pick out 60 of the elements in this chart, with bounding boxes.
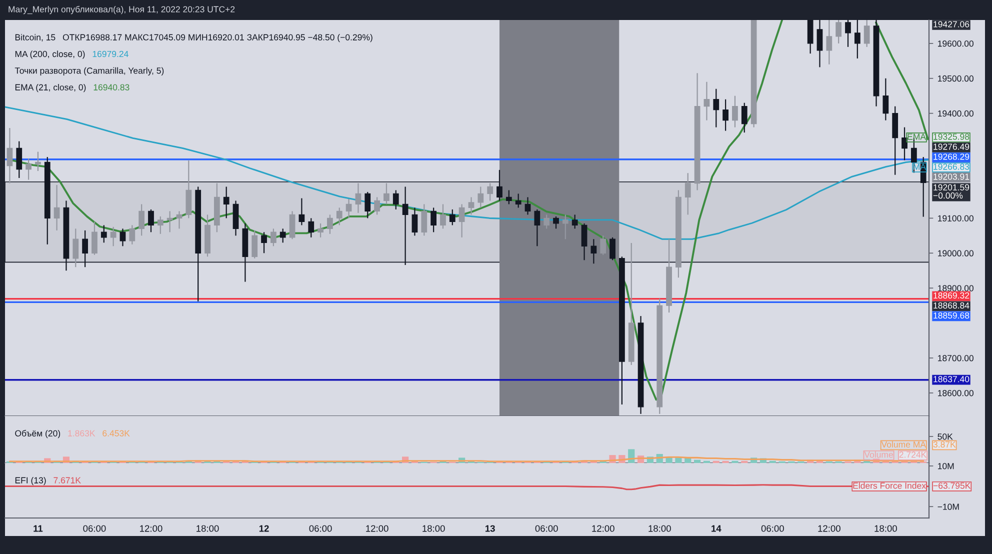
x-tick-label: 18:00 — [648, 525, 671, 532]
y-tick-label: 19400.00 — [938, 110, 974, 117]
x-tick-label: 06:00 — [535, 525, 558, 532]
x-tick-label: 11 — [34, 525, 43, 532]
x-tick-label: 06:00 — [761, 525, 784, 532]
band-label: 19203.91 — [934, 174, 970, 180]
annotation: ОТКР16988.17 МАКС17045.09 МИН16920.01 ЗАКР16940.95 −48.50 (−0.29%) — [62, 34, 372, 42]
x-tick-label: 12 — [259, 525, 269, 532]
y-tick-label: 50K — [938, 434, 953, 440]
annotation: MA (200, close, 0) — [15, 50, 85, 59]
chart-title: Mary_Merlyn опубликовал(а), Ноя 11, 2022 20:23 UTC+2 — [8, 6, 235, 14]
y-tick-label: 19500.00 — [938, 75, 974, 82]
x-tick-label: 18:00 — [196, 525, 219, 532]
x-tick-label: 06:00 — [83, 525, 106, 532]
annotation: 1.863K — [68, 430, 96, 436]
x-tick-label: 12:00 — [592, 525, 614, 532]
y-tick-label: 18900.00 — [938, 285, 974, 292]
x-tick-label: 12:00 — [140, 525, 162, 532]
text: Bitcoin, 15 — [15, 34, 56, 42]
x-tick-label: 14 — [712, 525, 722, 532]
legend-label: Volume — [864, 451, 893, 458]
annotation: 6.453K — [102, 430, 130, 436]
annotation: 19201.59 −0.00% — [933, 184, 970, 199]
y-tick-label: 19600.00 — [938, 40, 974, 47]
data-label: 3.87K — [933, 441, 956, 448]
series-label: EMA — [908, 134, 926, 140]
ref-line-label: 18859.68 — [934, 312, 970, 319]
annotation: 16940.83 — [94, 84, 130, 90]
x-tick-label: 13 — [485, 525, 495, 532]
annotation: EMA (21, close, 0) — [15, 84, 86, 92]
x-tick-label: 12:00 — [818, 525, 840, 532]
legend-label: Elders Force Index — [853, 482, 926, 489]
ref-line-label: 19268.29 — [934, 154, 970, 160]
annotation: 18868.84 — [934, 302, 970, 309]
bar — [694, 460, 701, 463]
data-label: 19266.83 — [934, 164, 970, 170]
legend-label: Volume MA — [881, 441, 926, 448]
bar — [675, 458, 682, 463]
data-label: 19325.98 — [934, 134, 970, 140]
annotation: 19276.49 — [934, 144, 970, 150]
y-tick-label: 18600.00 — [938, 390, 974, 396]
ref-line-label: 18637.40 — [934, 376, 970, 382]
ref-line-label: 18869.32 — [934, 292, 970, 299]
data-label: −63.795K — [933, 482, 971, 489]
text: EFI (13) — [15, 476, 46, 486]
x-tick-label: 18:00 — [422, 525, 445, 532]
annotation: 16979.24 — [92, 50, 128, 58]
text: 19427.06 — [934, 21, 970, 28]
text: Объём (20) — [15, 430, 60, 438]
y-tick-label: 10M — [938, 463, 954, 470]
x-tick-label: 06:00 — [309, 525, 332, 532]
y-tick-label: 19100.00 — [938, 215, 974, 222]
annotation: Точки разворота (Camarilla, Yearly, 5) — [14, 67, 164, 76]
data-label: 2.724K — [899, 452, 927, 458]
x-tick-label: 18:00 — [874, 525, 897, 532]
x-tick-label: 12:00 — [366, 525, 388, 532]
annotation: 7.671K — [54, 477, 81, 484]
y-tick-label: 18700.00 — [938, 355, 974, 362]
y-tick-label: −10M — [938, 504, 959, 510]
y-tick-label: 19000.00 — [938, 250, 974, 256]
